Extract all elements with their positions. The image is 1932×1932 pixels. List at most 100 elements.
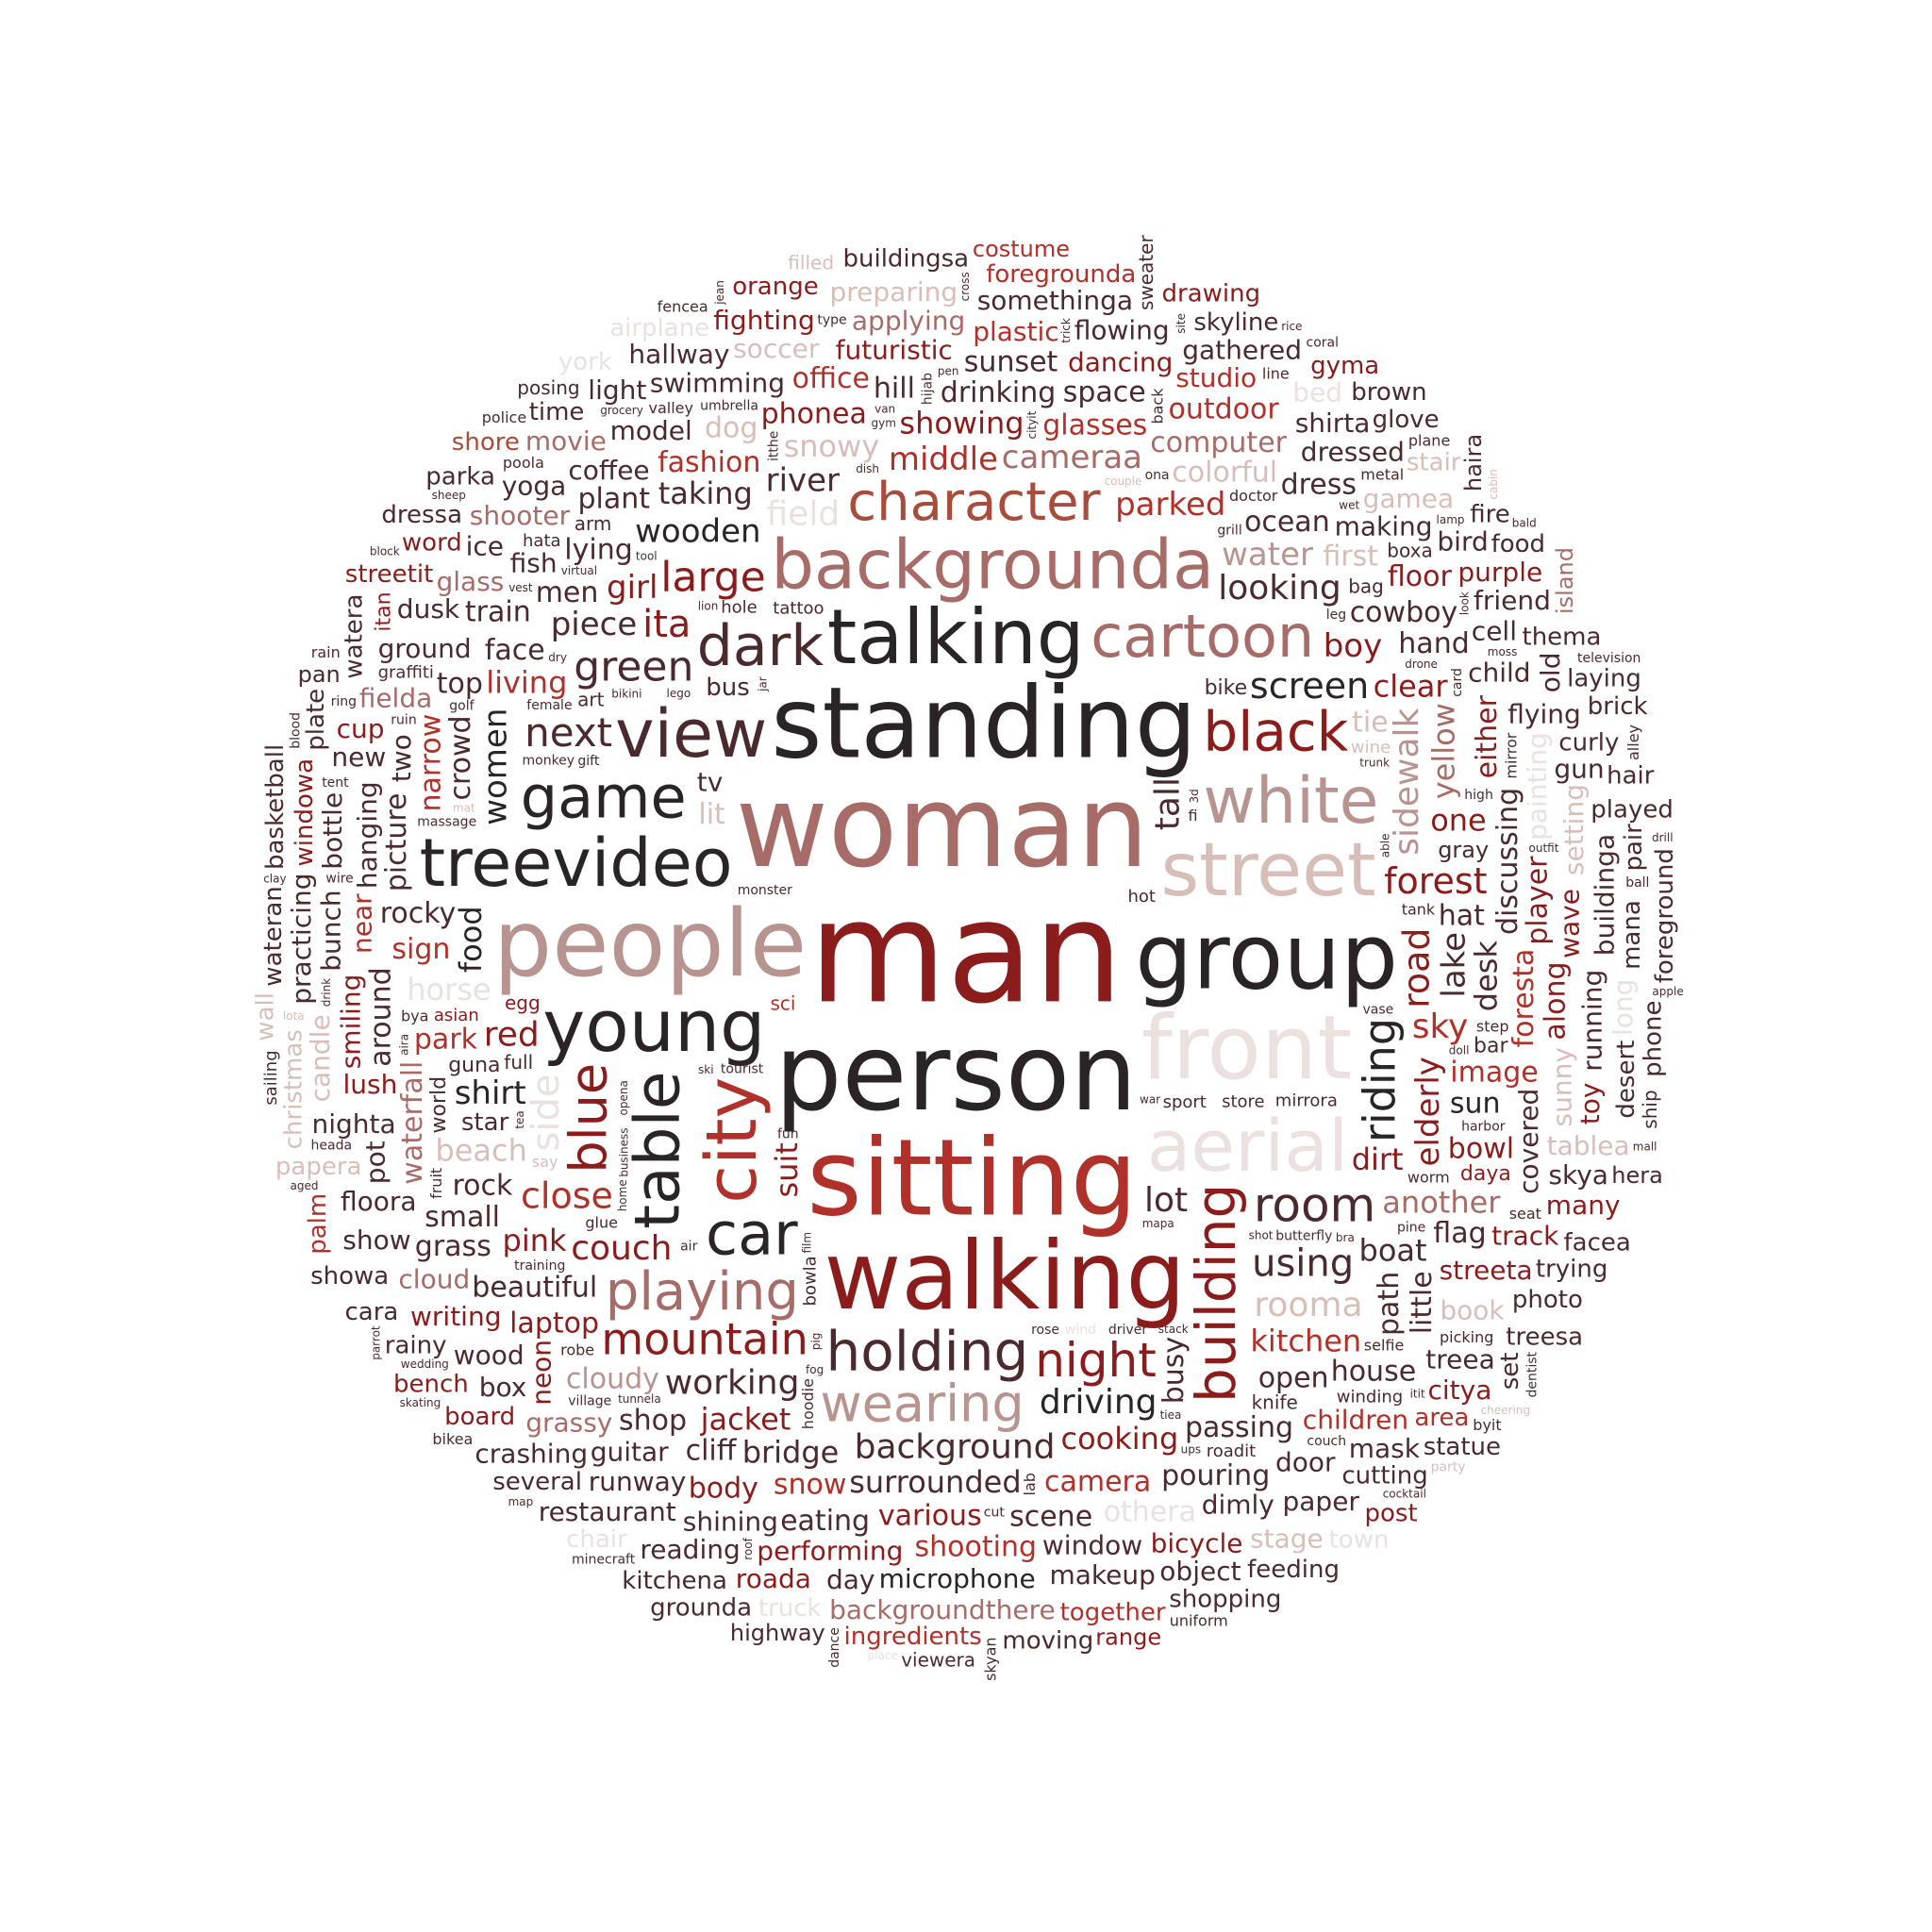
word-aged: aged (291, 1179, 319, 1192)
word-lying: lying (564, 534, 632, 567)
word-treesa: treesa (1506, 1324, 1583, 1352)
word-suit: suit (769, 1142, 805, 1197)
word-range: range (1095, 1624, 1161, 1650)
word-doctor: doctor (1229, 487, 1278, 505)
word-itit: itit (1410, 1387, 1425, 1400)
word-bikea: bikea (432, 1430, 473, 1448)
word-byit: byit (1473, 1416, 1501, 1434)
word-trunk: trunk (1359, 757, 1390, 770)
word-group: group (1135, 904, 1398, 1009)
word-either: either (1471, 694, 1504, 778)
word-watera: watera (340, 594, 368, 679)
word-bikini: bikini (611, 688, 641, 701)
word-computer: computer (1150, 426, 1287, 459)
word-time: time (529, 398, 585, 426)
word-leg: leg (1326, 608, 1346, 623)
word-trick: trick (1059, 318, 1073, 343)
word-small: small (425, 1201, 500, 1234)
word-dog: dog (705, 412, 758, 445)
word-discussing: discussing (1491, 788, 1524, 935)
word-scene: scene (1009, 1501, 1092, 1534)
word-wave: wave (1554, 889, 1585, 958)
word-working: working (665, 1364, 800, 1403)
word-look: look (1458, 591, 1472, 615)
word-arm: arm (575, 512, 612, 535)
word-haira: haira (1460, 434, 1487, 491)
word-robe: robe (560, 1341, 594, 1359)
word-area: area (1414, 1404, 1469, 1432)
word-model: model (610, 415, 692, 446)
word-map: map (508, 1495, 534, 1508)
word-screen: screen (1250, 665, 1369, 707)
word-sign: sign (391, 933, 450, 966)
word-performing: performing (757, 1536, 903, 1567)
word-store: store (1222, 1091, 1265, 1111)
word-trying: trying (1536, 1256, 1607, 1284)
word-along: along (1539, 961, 1572, 1040)
word-mapa: mapa (1142, 1217, 1174, 1230)
word-cowboy: cowboy (1350, 596, 1458, 629)
word-place: place (868, 1649, 898, 1662)
word-hanging: hanging (352, 781, 383, 889)
word-papera: papera (275, 1153, 362, 1181)
word-grounda: grounda (650, 1594, 752, 1623)
word-gun: gun (1554, 754, 1604, 785)
word-star: star (461, 1108, 509, 1137)
word-van: van (874, 403, 895, 416)
word-drinking: drinking (941, 376, 1057, 409)
word-hand: hand (1398, 627, 1469, 660)
word-golf: golf (449, 699, 475, 714)
word-moss: moss (1488, 645, 1518, 658)
word-person: person (774, 1012, 1137, 1135)
word-background: background (855, 1428, 1056, 1467)
word-bus: bus (706, 674, 750, 702)
word-palm: palm (304, 1193, 332, 1255)
word-riding: riding (1354, 1018, 1405, 1142)
word-park: park (414, 1024, 478, 1057)
word-plant: plant (578, 483, 651, 516)
word-grass: grass (415, 1230, 491, 1263)
word-bench: bench (393, 1371, 469, 1399)
word-food: food (453, 906, 489, 973)
word-word: word (402, 528, 462, 557)
word-site: site (1174, 313, 1188, 334)
word-player: player (1522, 856, 1555, 945)
word-several: several (492, 1468, 582, 1496)
word-outdoor: outdoor (1169, 393, 1280, 426)
word-skya: skya (1548, 1159, 1608, 1191)
word-jean: jean (713, 280, 726, 306)
word-drink: drink (320, 978, 333, 1007)
word-middle: middle (889, 441, 998, 478)
word-skating: skating (400, 1396, 441, 1409)
word-parked: parked (1115, 486, 1225, 524)
word-pan: pan (298, 661, 341, 688)
word-played: played (1591, 796, 1674, 824)
word-itan: itan (372, 591, 395, 631)
word-stair: stair (1407, 448, 1461, 476)
word-aerial: aerial (1147, 1104, 1348, 1188)
word-bridge: bridge (742, 1434, 840, 1470)
word-showing: showing (899, 405, 1024, 441)
word-little: little (1406, 1271, 1439, 1334)
word-cooking: cooking (1061, 1421, 1179, 1457)
word-photo: photo (1512, 1286, 1583, 1314)
word-fun: fun (777, 1127, 799, 1142)
word-face: face (485, 634, 545, 667)
word-graffiti: graffiti (378, 663, 434, 683)
word-ice: ice (466, 531, 504, 562)
word-step: step (1476, 1018, 1509, 1036)
word-vase: vase (1363, 1003, 1394, 1018)
word-standing: standing (771, 665, 1196, 780)
word-space: space (1063, 376, 1146, 409)
word-plane: plane (1408, 432, 1450, 450)
word-view: view (615, 695, 767, 773)
word-rocky: rocky (380, 897, 457, 930)
word-shirta: shirta (1295, 408, 1371, 439)
word-business: business (618, 1127, 631, 1176)
word-child: child (1468, 658, 1530, 689)
word-room: room (1254, 1177, 1375, 1232)
word-applying: applying (852, 305, 965, 336)
word-front: front (1141, 997, 1353, 1100)
word-bald: bald (1512, 516, 1537, 529)
